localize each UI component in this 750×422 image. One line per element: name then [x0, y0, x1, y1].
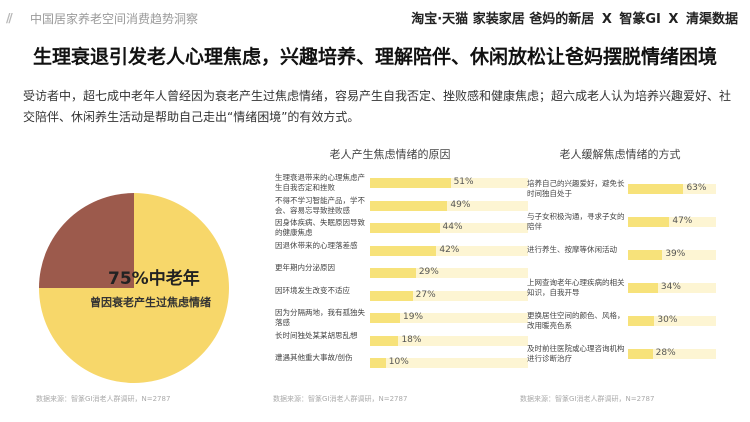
- source-note-right: 数据来源：智篆GI消老人群调研，N=2787: [520, 395, 655, 403]
- bar: [370, 335, 399, 346]
- bar-category-label: 因环境发生改变不适应: [275, 285, 350, 295]
- bar-category-label: 生理衰退带来的心理焦虑产生自我否定和挫败: [275, 173, 365, 192]
- bar-category-label: 上网查询老年心理疾病的相关知识，自我开导: [527, 278, 625, 297]
- bar-value-label: 49%: [450, 199, 471, 210]
- logo-zhizhuan-gi: 智篆GI: [619, 12, 661, 27]
- bar-track: [370, 178, 528, 188]
- page-headline: 生理衰退引发老人心理焦虑，兴趣培养、理解陪伴、休闲放松让爸妈摆脱情绪困境: [32, 46, 717, 68]
- bar-value-label: 51%: [453, 177, 474, 187]
- bar-value-label: 47%: [672, 216, 693, 226]
- bar: [370, 358, 386, 368]
- bar-value-label: 28%: [655, 348, 676, 358]
- bar: [628, 217, 670, 227]
- bar-track: [370, 200, 528, 211]
- bar-value-label: 63%: [686, 183, 707, 193]
- bar-category-label: 进行养生、按摩等休闲活动: [527, 245, 617, 254]
- pie-chart: [24, 188, 254, 388]
- bar: [628, 316, 655, 326]
- pie-small-label: 曾因衰老产生过焦虑情绪: [90, 296, 211, 309]
- source-note-middle: 数据来源：智篆GI消老人群调研，N=2787: [273, 395, 408, 403]
- bar: [370, 268, 416, 278]
- bar-value-label: 19%: [403, 312, 424, 322]
- source-note-left: 数据来源：智篆GI消老人群调研，N=2787: [36, 395, 171, 403]
- bar: [370, 178, 451, 188]
- report-title: 中国居家养老空间消费趋势洞察: [30, 12, 199, 26]
- logo-separator-x: X: [668, 12, 679, 27]
- bar-category-label: 遭遇其他重大事故/创伤: [275, 353, 353, 362]
- bar-track: [628, 217, 716, 227]
- bar-category-label: 及时前往医院或心理咨询机构进行诊断治疗: [527, 344, 625, 363]
- bar-value-label: 39%: [665, 249, 686, 259]
- logo-taobao-tmall: 淘宝·天猫: [411, 12, 469, 27]
- pie-big-label: 75%中老年: [108, 269, 200, 289]
- bar: [628, 283, 658, 293]
- bar-track: [370, 313, 528, 323]
- bar: [370, 245, 437, 256]
- bar: [370, 313, 401, 323]
- logo-separator-x: X: [601, 12, 612, 27]
- pie-slice-anxious: [39, 193, 229, 383]
- bar-track: [628, 184, 716, 194]
- bar-category-label: 长时间独处某某胡思乱想: [275, 330, 358, 340]
- bar-track: [628, 349, 716, 359]
- bar-category-label: 因为分隔两地，我有孤独失落感: [275, 308, 365, 327]
- report-header: // 中国居家养老空间消费趋势洞察 淘宝·天猫 家装家居 爸妈的新居 X 智篆G…: [0, 0, 750, 34]
- bar-category-label: 培养自己的兴趣爱好，避免长时间独自处于: [527, 179, 625, 198]
- bar-track: [628, 283, 716, 293]
- relief-chart-title: 老人缓解焦虑情绪的方式: [559, 148, 681, 161]
- bar-track: [370, 358, 528, 368]
- bar-category-label: 更年期内分泌原因: [275, 263, 335, 272]
- bar: [628, 250, 663, 260]
- bar-track: [370, 245, 528, 256]
- bar-category-label: 更换居住空间的颜色、风格，改用暖亮色系: [527, 311, 625, 330]
- logo-home-furnishing: 家装家居: [472, 12, 525, 27]
- bar-category-label: 与子女积极沟通，寻求子女的陪伴: [527, 212, 625, 231]
- bar-track: [628, 250, 716, 260]
- bar-category-label: 因退休带来的心理落差感: [275, 240, 358, 250]
- bar-value-label: 27%: [415, 289, 436, 300]
- logo-qingqu-data: 清渠数据: [685, 12, 738, 27]
- partner-logos: 淘宝·天猫 家装家居 爸妈的新居 X 智篆GI X 清渠数据: [411, 8, 738, 27]
- bar-track: [370, 223, 528, 233]
- bar-category-label: 因身体疾病、失眠原因导致的健康焦虑: [275, 218, 365, 237]
- bar-value-label: 30%: [657, 315, 678, 325]
- bar-value-label: 34%: [660, 282, 681, 292]
- bar-track: [370, 335, 528, 346]
- bar: [628, 184, 684, 194]
- header-slash-decoration: //: [6, 11, 13, 25]
- bar: [370, 290, 413, 301]
- pie-svg: [39, 193, 229, 383]
- bar-category-label: 不得不学习智能产品，学不会、容易忘导致挫败感: [275, 195, 365, 215]
- bar-track: [370, 268, 528, 278]
- reasons-chart-title: 老人产生焦虑情绪的原因: [329, 148, 451, 161]
- bar: [370, 200, 448, 211]
- bar-value-label: 10%: [388, 357, 409, 367]
- intro-paragraph: 受访者中，超七成中老年人曾经因为衰老产生过焦虑情绪，容易产生自我否定、挫败感和健…: [23, 89, 732, 124]
- bar: [628, 349, 653, 359]
- pie-slice-other: [39, 193, 134, 288]
- bar-track: [370, 290, 528, 301]
- logo-parents-new-home: 爸妈的新居: [529, 12, 595, 27]
- bar-value-label: 42%: [439, 244, 460, 255]
- bar-value-label: 18%: [401, 334, 422, 345]
- bar-value-label: 29%: [418, 267, 439, 277]
- bar-value-label: 44%: [442, 222, 463, 232]
- bar-track: [628, 316, 716, 326]
- bar: [370, 223, 440, 233]
